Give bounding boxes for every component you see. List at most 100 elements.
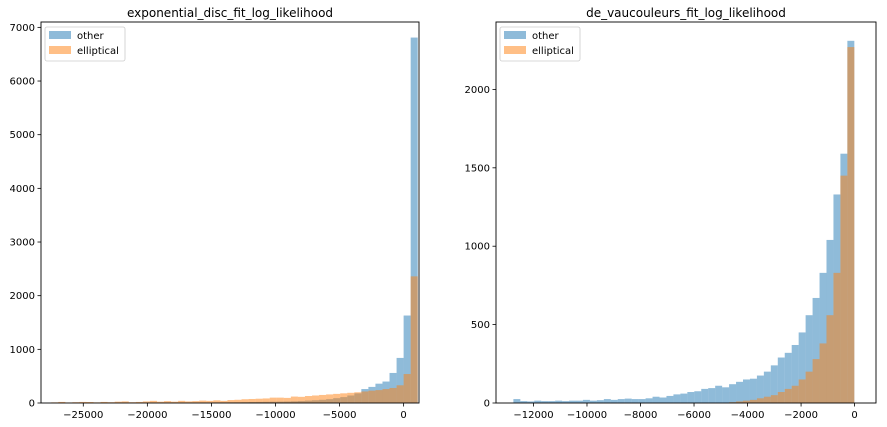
left-histogram: exponential_disc_fit_log_likelihood −250… — [10, 6, 420, 421]
right-bar-elliptical-39 — [784, 388, 792, 403]
right-bar-other-23 — [673, 394, 681, 403]
right-bar-elliptical-46 — [833, 272, 841, 403]
left-legend: other elliptical — [44, 26, 126, 62]
right-bar-other-4 — [541, 401, 549, 403]
right-bar-elliptical-42 — [805, 371, 813, 403]
right-xtick-label-5: −2000 — [784, 410, 818, 421]
right-bar-other-7 — [562, 401, 570, 403]
left-bar-elliptical-31 — [269, 397, 277, 403]
left-bar-elliptical-19 — [185, 401, 193, 403]
right-legend: other elliptical — [499, 26, 581, 62]
right-bar-other-25 — [687, 392, 695, 403]
right-bar-other-22 — [666, 395, 674, 403]
left-bar-elliptical-18 — [178, 400, 186, 403]
right-bar-other-14 — [610, 399, 618, 403]
right-bar-other-10 — [582, 399, 590, 403]
right-bar-elliptical-37 — [770, 395, 778, 403]
left-legend-swatch-elliptical — [49, 46, 71, 54]
left-bar-other-50 — [403, 315, 411, 403]
right-bar-other-42 — [805, 315, 813, 403]
left-bar-elliptical-41 — [340, 393, 348, 403]
left-bar-elliptical-28 — [248, 398, 256, 403]
left-ytick-label-4: 4000 — [10, 184, 35, 195]
left-bar-elliptical-50 — [403, 374, 411, 403]
left-ticks: −25000 −20000 −15000 −10000 −5000 0 0 1000 2000 3… — [10, 23, 407, 421]
right-bar-other-40 — [791, 344, 799, 403]
right-xtick-label-0: −12000 — [513, 410, 553, 421]
left-bar-elliptical-46 — [375, 390, 383, 403]
right-bar-elliptical-40 — [791, 385, 799, 403]
right-bar-other-18 — [638, 399, 646, 403]
right-bar-other-24 — [680, 393, 688, 403]
left-bar-elliptical-16 — [164, 401, 172, 403]
right-bar-other-3 — [534, 400, 542, 403]
right-bar-elliptical-38 — [777, 392, 785, 403]
left-ytick-label-2: 2000 — [10, 291, 35, 302]
left-bars — [51, 37, 418, 404]
left-bar-elliptical-49 — [396, 385, 404, 403]
right-bar-other-44 — [819, 272, 827, 403]
left-bar-elliptical-37 — [312, 395, 320, 403]
left-bar-elliptical-40 — [333, 393, 341, 403]
right-bar-other-20 — [652, 396, 660, 403]
right-bar-other-17 — [631, 399, 639, 403]
right-bar-other-31 — [729, 384, 737, 403]
left-bar-elliptical-35 — [297, 396, 305, 403]
left-bar-elliptical-38 — [319, 394, 327, 403]
right-bar-other-0 — [513, 399, 521, 403]
left-xtick-label-4: −5000 — [323, 410, 357, 421]
left-bar-elliptical-36 — [304, 396, 313, 403]
right-plot-frame — [495, 21, 877, 404]
left-bar-elliptical-17 — [171, 401, 179, 403]
right-bar-elliptical-35 — [756, 398, 764, 403]
right-bar-elliptical-34 — [749, 399, 757, 403]
right-legend-swatch-elliptical — [504, 46, 526, 54]
left-ytick-label-5: 5000 — [10, 130, 35, 141]
right-bar-other-41 — [798, 332, 806, 403]
right-bar-other-39 — [784, 352, 792, 403]
right-ytick-label-4: 2000 — [465, 85, 490, 96]
left-xtick-label-0: −25000 — [63, 410, 103, 421]
left-bar-elliptical-25 — [227, 400, 235, 403]
right-bar-other-2 — [527, 401, 535, 403]
left-bar-elliptical-43 — [354, 392, 362, 403]
left-ytick-label-3: 3000 — [10, 238, 35, 249]
right-bar-elliptical-44 — [819, 343, 827, 403]
right-bar-other-16 — [624, 398, 632, 403]
right-bar-other-12 — [596, 400, 604, 403]
left-bar-elliptical-15 — [156, 401, 165, 403]
right-xtick-label-2: −8000 — [624, 410, 658, 421]
right-bar-elliptical-32 — [736, 401, 743, 403]
left-ytick-label-6: 6000 — [10, 77, 35, 88]
right-bar-other-13 — [603, 399, 611, 403]
left-xtick-label-1: −20000 — [127, 410, 167, 421]
right-xtick-label-3: −6000 — [677, 410, 711, 421]
left-bar-elliptical-13 — [142, 401, 150, 403]
right-bar-other-19 — [645, 398, 653, 403]
left-xtick-label-3: −10000 — [255, 410, 295, 421]
right-bar-elliptical-33 — [743, 400, 750, 403]
left-bar-elliptical-34 — [290, 396, 298, 403]
left-bar-elliptical-21 — [199, 400, 207, 403]
left-bar-elliptical-12 — [135, 401, 143, 403]
left-bar-elliptical-39 — [326, 394, 334, 403]
left-bar-elliptical-42 — [347, 392, 355, 403]
left-ytick-label-0: 0 — [29, 399, 35, 410]
left-bar-elliptical-20 — [192, 401, 200, 403]
right-ytick-label-2: 1000 — [465, 242, 490, 253]
left-bar-elliptical-48 — [389, 387, 397, 403]
left-bar-elliptical-44 — [361, 391, 369, 403]
left-ytick-label-7: 7000 — [10, 23, 35, 34]
right-xtick-label-4: −4000 — [731, 410, 765, 421]
left-bar-elliptical-24 — [220, 400, 228, 403]
left-bar-elliptical-51 — [410, 276, 418, 403]
right-bar-other-37 — [770, 365, 778, 403]
left-bar-elliptical-32 — [276, 397, 284, 403]
left-bar-other-49 — [396, 357, 404, 403]
right-bar-elliptical-48 — [847, 47, 855, 404]
right-bar-other-30 — [722, 387, 730, 403]
right-bar-other-27 — [701, 388, 709, 403]
left-legend-label-other: other — [77, 31, 105, 42]
right-bar-other-35 — [756, 375, 764, 403]
